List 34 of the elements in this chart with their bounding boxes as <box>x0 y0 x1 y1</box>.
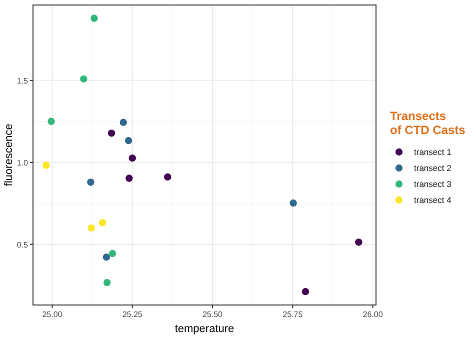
point <box>120 118 127 126</box>
legend-title: Transects of CTD Casts <box>390 109 466 137</box>
point <box>88 224 95 232</box>
point <box>302 288 310 296</box>
y-tick-label: 1.0 <box>16 158 29 168</box>
x-tick-label: 25.50 <box>202 310 224 319</box>
point <box>87 178 94 186</box>
legend-label: transect 4 <box>414 195 452 205</box>
legend-label: transect 2 <box>414 163 452 173</box>
point <box>103 278 111 286</box>
point <box>98 219 106 226</box>
point <box>290 199 297 207</box>
legend-label: transect 1 <box>414 147 452 157</box>
y-tick-label: 1.5 <box>16 76 29 86</box>
point <box>42 162 50 169</box>
point <box>102 254 110 261</box>
y-axis-title: fluorescence <box>3 124 15 186</box>
point <box>48 118 55 125</box>
point <box>355 238 362 246</box>
x-tick-label: 25.00 <box>42 310 63 319</box>
point <box>80 75 88 83</box>
point <box>90 14 98 22</box>
x-tick-label: 26.00 <box>362 310 384 319</box>
point <box>108 250 116 258</box>
x-tick-label: 25.25 <box>122 310 143 319</box>
point <box>124 136 132 144</box>
legend-label: transect 3 <box>414 179 452 189</box>
point <box>126 174 133 182</box>
point <box>128 154 136 162</box>
y-tick-label: 0.5 <box>16 240 29 250</box>
x-tick-label: 25.75 <box>282 310 304 319</box>
point <box>108 130 116 137</box>
point <box>164 173 172 181</box>
x-axis-title: temperature <box>174 323 234 335</box>
